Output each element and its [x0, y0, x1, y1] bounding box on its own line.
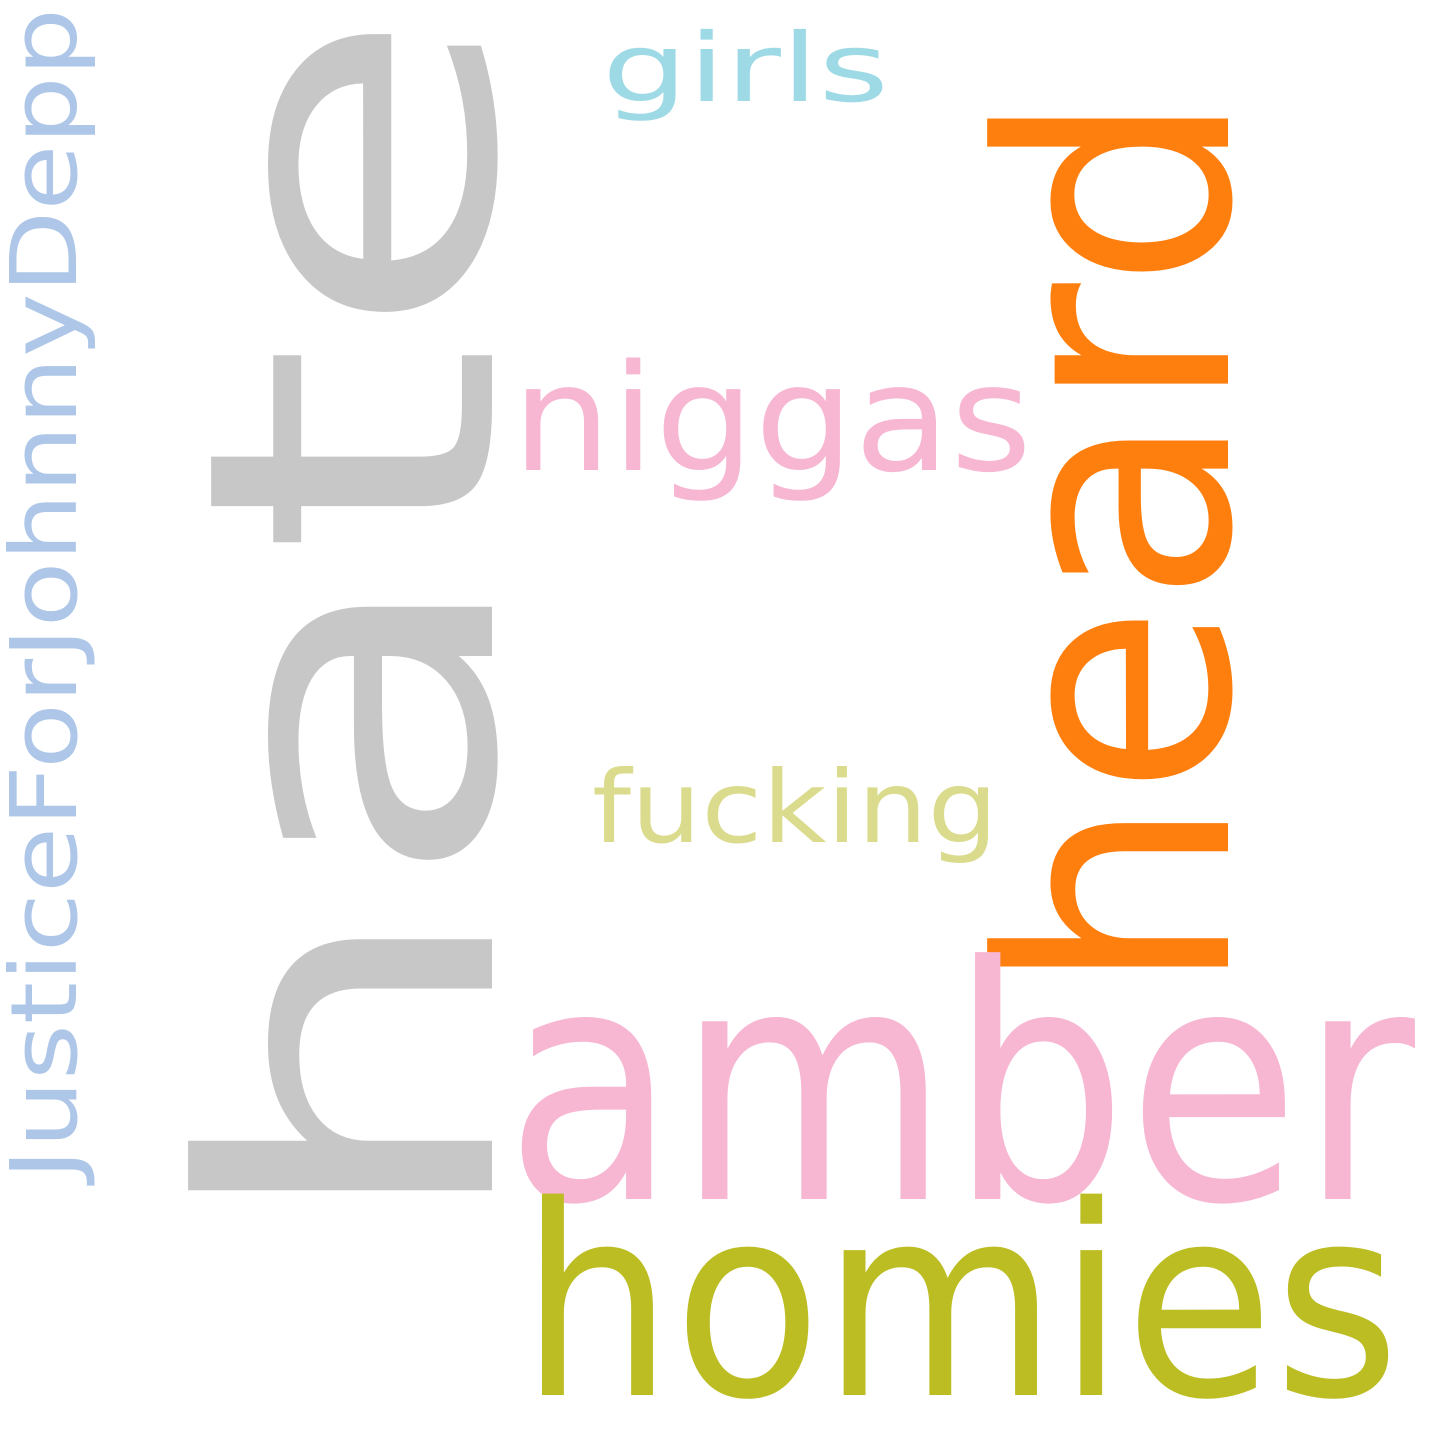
word-girls: girls [602, 14, 889, 124]
word-niggas: niggas [512, 333, 1032, 505]
word-fucking: fucking [592, 749, 998, 866]
word-amber: amber [505, 897, 1418, 1276]
word-heard: heard [934, 90, 1303, 995]
word-homies: homies [520, 1150, 1400, 1440]
word-justicefor-johnnydepp: JusticeForJohnnyDepp [0, 8, 98, 1186]
word-hate: hate [122, 5, 587, 1240]
